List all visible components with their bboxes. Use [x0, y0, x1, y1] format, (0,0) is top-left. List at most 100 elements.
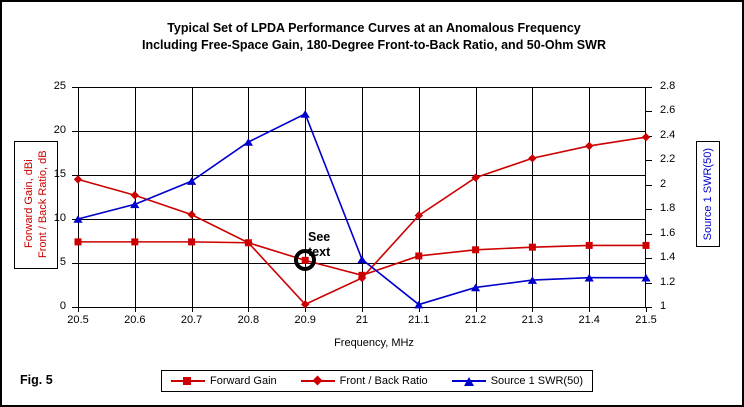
triangle-marker — [414, 300, 424, 309]
axis-tick — [72, 131, 78, 132]
triangle-marker — [463, 377, 474, 386]
triangle-marker — [471, 283, 481, 292]
x-tick-label: 21.2 — [464, 314, 487, 326]
right-tick-label: 2 — [660, 177, 667, 190]
axis-tick — [646, 258, 652, 260]
gridline-vertical — [191, 87, 193, 307]
gridline-vertical — [362, 87, 363, 307]
x-tick-label: 20.8 — [237, 314, 260, 326]
triangle-marker — [527, 276, 537, 284]
diamond-marker — [641, 132, 651, 142]
gridline-vertical — [305, 87, 307, 307]
axis-tick — [646, 233, 652, 235]
diamond-marker — [130, 191, 139, 200]
x-tick-label: 21.1 — [408, 314, 430, 326]
axis-tick — [646, 307, 652, 308]
axis-tick — [418, 307, 420, 312]
triangle-marker — [243, 138, 253, 146]
axis-tick — [475, 307, 477, 312]
plot-area: 0 5 10 15 20 25 1 1.2 1.4 1.6 1.8 2 2.2 2.4 2.6 2.8 20… — [54, 81, 676, 326]
square-marker — [183, 377, 191, 385]
diamond-marker — [187, 210, 196, 219]
page-title: Typical Set of LPDA Performance Curves a… — [2, 20, 742, 54]
legend-entry: Forward Gain — [171, 375, 277, 387]
left-tick-label: 15 — [53, 168, 66, 180]
right-tick-label: 1 — [660, 300, 667, 312]
triangle-marker — [73, 215, 83, 223]
diamond-marker — [301, 300, 310, 309]
title-line-1: Typical Set of LPDA Performance Curves a… — [167, 21, 581, 35]
right-tick-label: 2.2 — [660, 153, 676, 166]
right-axis-title-text: Source 1 SWR(50) — [702, 147, 714, 241]
axis-tick — [646, 111, 652, 113]
square-marker — [642, 241, 650, 249]
legend-swatch — [171, 375, 205, 387]
diamond-marker — [357, 273, 367, 283]
right-tick-label: 2.4 — [660, 128, 676, 141]
axis-tick — [532, 307, 534, 312]
triangle-marker — [300, 110, 310, 118]
chart-legend: Forward Gain Front / Back Ratio Source 1 S… — [161, 370, 593, 392]
right-tick-label: 1.4 — [660, 251, 676, 264]
axis-tick — [78, 307, 79, 312]
annotation-line-2: text — [308, 245, 331, 259]
diamond-marker — [312, 375, 323, 386]
legend-entry: Source 1 SWR(50) — [451, 375, 583, 387]
left-axis-title: Forward Gain, dBi Front / Back Ratio, dB — [14, 141, 58, 269]
axis-tick — [72, 87, 78, 88]
x-axis-title: Frequency, MHz — [334, 337, 414, 349]
axis-tick — [362, 307, 363, 312]
gridline-vertical — [589, 87, 591, 307]
legend-entry: Front / Back Ratio — [300, 375, 428, 387]
right-tick-label: 1.6 — [660, 226, 676, 239]
left-tick-label: 5 — [59, 256, 66, 268]
left-tick-label: 20 — [53, 124, 66, 136]
axis-tick — [248, 307, 250, 312]
gridline-vertical — [532, 87, 534, 307]
legend-label: Front / Back Ratio — [339, 375, 428, 387]
diamond-marker — [471, 173, 480, 182]
x-tick-label: 21.3 — [521, 314, 544, 326]
square-marker — [74, 238, 82, 246]
right-tick-label: 2.8 — [660, 80, 676, 92]
see-text-annotation: See text — [308, 230, 330, 260]
square-marker — [188, 238, 196, 246]
axis-tick — [134, 307, 136, 312]
x-tick-label: 21 — [355, 314, 369, 326]
triangle-marker — [357, 255, 367, 264]
axis-tick — [646, 184, 652, 186]
left-axis-title-line-1: Forward Gain, dBi — [22, 159, 35, 249]
x-tick-label: 21.5 — [635, 314, 657, 326]
axis-tick — [589, 307, 591, 312]
triangle-marker — [130, 200, 140, 209]
axis-tick — [646, 209, 652, 211]
left-tick-label: 10 — [53, 212, 66, 224]
left-tick-label: 25 — [53, 80, 66, 92]
legend-label: Source 1 SWR(50) — [490, 375, 583, 387]
left-tick-label: 0 — [59, 300, 66, 312]
axis-tick — [646, 160, 652, 162]
diamond-marker — [585, 141, 594, 151]
figure-number-label: Fig. 5 — [20, 373, 53, 387]
gridline-vertical — [248, 87, 250, 307]
axis-tick — [72, 307, 78, 308]
left-axis-title-line-2: Front / Back Ratio, dB — [36, 150, 49, 258]
x-tick-label: 20.7 — [180, 314, 203, 326]
diamond-marker — [528, 154, 537, 163]
right-tick-label: 1.2 — [660, 275, 676, 288]
triangle-marker — [187, 177, 197, 185]
data-series-layer — [73, 110, 651, 309]
square-marker — [528, 243, 536, 251]
right-axis-title: Source 1 SWR(50) — [696, 141, 720, 247]
legend-swatch — [451, 375, 486, 387]
triangle-marker — [584, 273, 594, 282]
legend-swatch — [300, 375, 335, 387]
square-marker — [415, 252, 423, 260]
x-tick-label: 21.4 — [578, 314, 600, 326]
annotation-line-1: See — [308, 230, 331, 244]
square-marker — [585, 241, 593, 249]
diamond-marker — [73, 175, 83, 184]
square-marker — [472, 246, 480, 254]
axis-tick — [646, 282, 652, 284]
